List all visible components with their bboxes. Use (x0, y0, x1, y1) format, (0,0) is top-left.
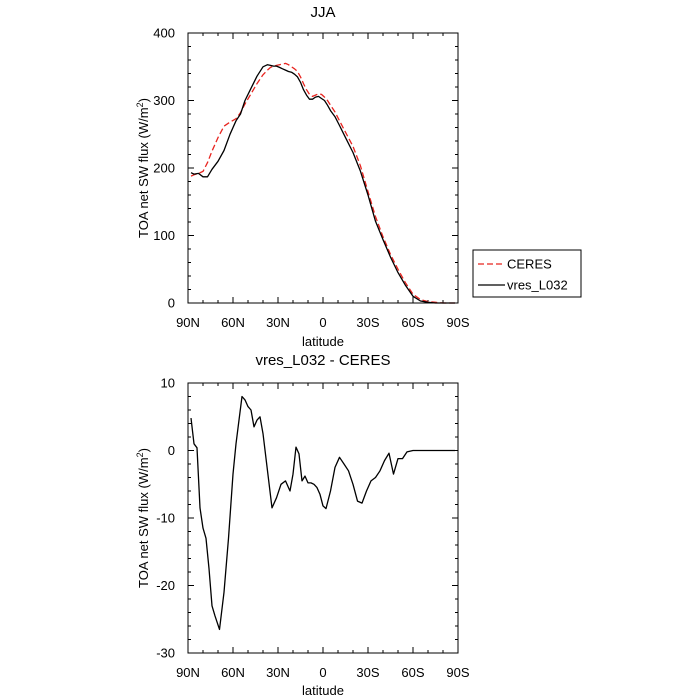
bottom-chart-x-axis-label: latitude (302, 683, 344, 698)
top-chart-panel: JJA 90N 60N 30N 0 30S 60S 90S 0 100 200 300 400 lat… (135, 4, 582, 349)
top-chart-tick-labels: 90N 60N 30N 0 30S 60S 90S 0 100 200 300 400 (153, 26, 470, 331)
bottom-chart-title: vres_L032 - CERES (255, 352, 390, 369)
series-line-vres-l032 (190, 64, 455, 304)
bottom-chart-y-axis-label-sup: 2 (135, 452, 145, 457)
series-line-ceres (190, 62, 455, 304)
x-tick-label: 30N (266, 665, 290, 680)
y-tick-label: -20 (156, 578, 175, 593)
x-tick-label: 30S (356, 315, 379, 330)
x-tick-label: 90S (446, 665, 469, 680)
top-chart-legend: CERES vres_L032 (472, 249, 582, 298)
top-chart-series (190, 62, 455, 304)
bottom-chart-y-axis-label-main: TOA net SW flux (W/m (136, 457, 151, 588)
top-chart-y-axis-label-end: ) (136, 98, 151, 102)
bottom-chart-ticks (187, 382, 459, 654)
bottom-chart-series (190, 395, 455, 631)
x-tick-label: 60S (401, 315, 424, 330)
y-tick-label: 100 (153, 228, 175, 243)
y-tick-label: -10 (156, 511, 175, 526)
y-tick-label: 200 (153, 161, 175, 176)
x-tick-label: 30S (356, 665, 379, 680)
y-tick-label: 0 (168, 443, 175, 458)
series-line-series-1 (190, 395, 455, 631)
legend-box (472, 249, 582, 298)
y-tick-label: 0 (168, 296, 175, 311)
y-tick-label: -30 (156, 646, 175, 661)
y-tick-label: 400 (153, 26, 175, 41)
x-tick-label: 60S (401, 665, 424, 680)
x-tick-label: 90N (176, 315, 200, 330)
bottom-chart-panel: vres_L032 - CERES 90N 60N 30N 0 30S 60S 90S -30… (135, 352, 470, 698)
top-chart-frame (187, 32, 459, 304)
top-chart-x-axis-label: latitude (302, 334, 344, 349)
top-chart-ticks (187, 32, 459, 304)
bottom-chart-tick-labels: 90N 60N 30N 0 30S 60S 90S -30 -20 -10 0 10 (156, 376, 470, 681)
bottom-chart-y-axis-label: TOA net SW flux (W/m2) (135, 448, 151, 588)
bottom-chart-y-axis-label-end: ) (136, 448, 151, 452)
x-tick-label: 0 (319, 665, 326, 680)
legend-label-vres-l032: vres_L032 (507, 278, 568, 293)
x-tick-label: 60N (221, 665, 245, 680)
top-chart-y-axis-label-sup: 2 (135, 102, 145, 107)
legend-label-ceres: CERES (507, 257, 552, 272)
x-tick-label: 0 (319, 315, 326, 330)
y-tick-label: 10 (161, 376, 175, 391)
x-tick-label: 90S (446, 315, 469, 330)
top-chart-y-axis-label-main: TOA net SW flux (W/m (136, 107, 151, 238)
x-tick-label: 30N (266, 315, 290, 330)
top-chart-title: JJA (310, 4, 335, 21)
bottom-chart-frame (187, 382, 459, 654)
x-tick-label: 90N (176, 665, 200, 680)
y-tick-label: 300 (153, 93, 175, 108)
top-chart-y-axis-label: TOA net SW flux (W/m2) (135, 98, 151, 238)
x-tick-label: 60N (221, 315, 245, 330)
